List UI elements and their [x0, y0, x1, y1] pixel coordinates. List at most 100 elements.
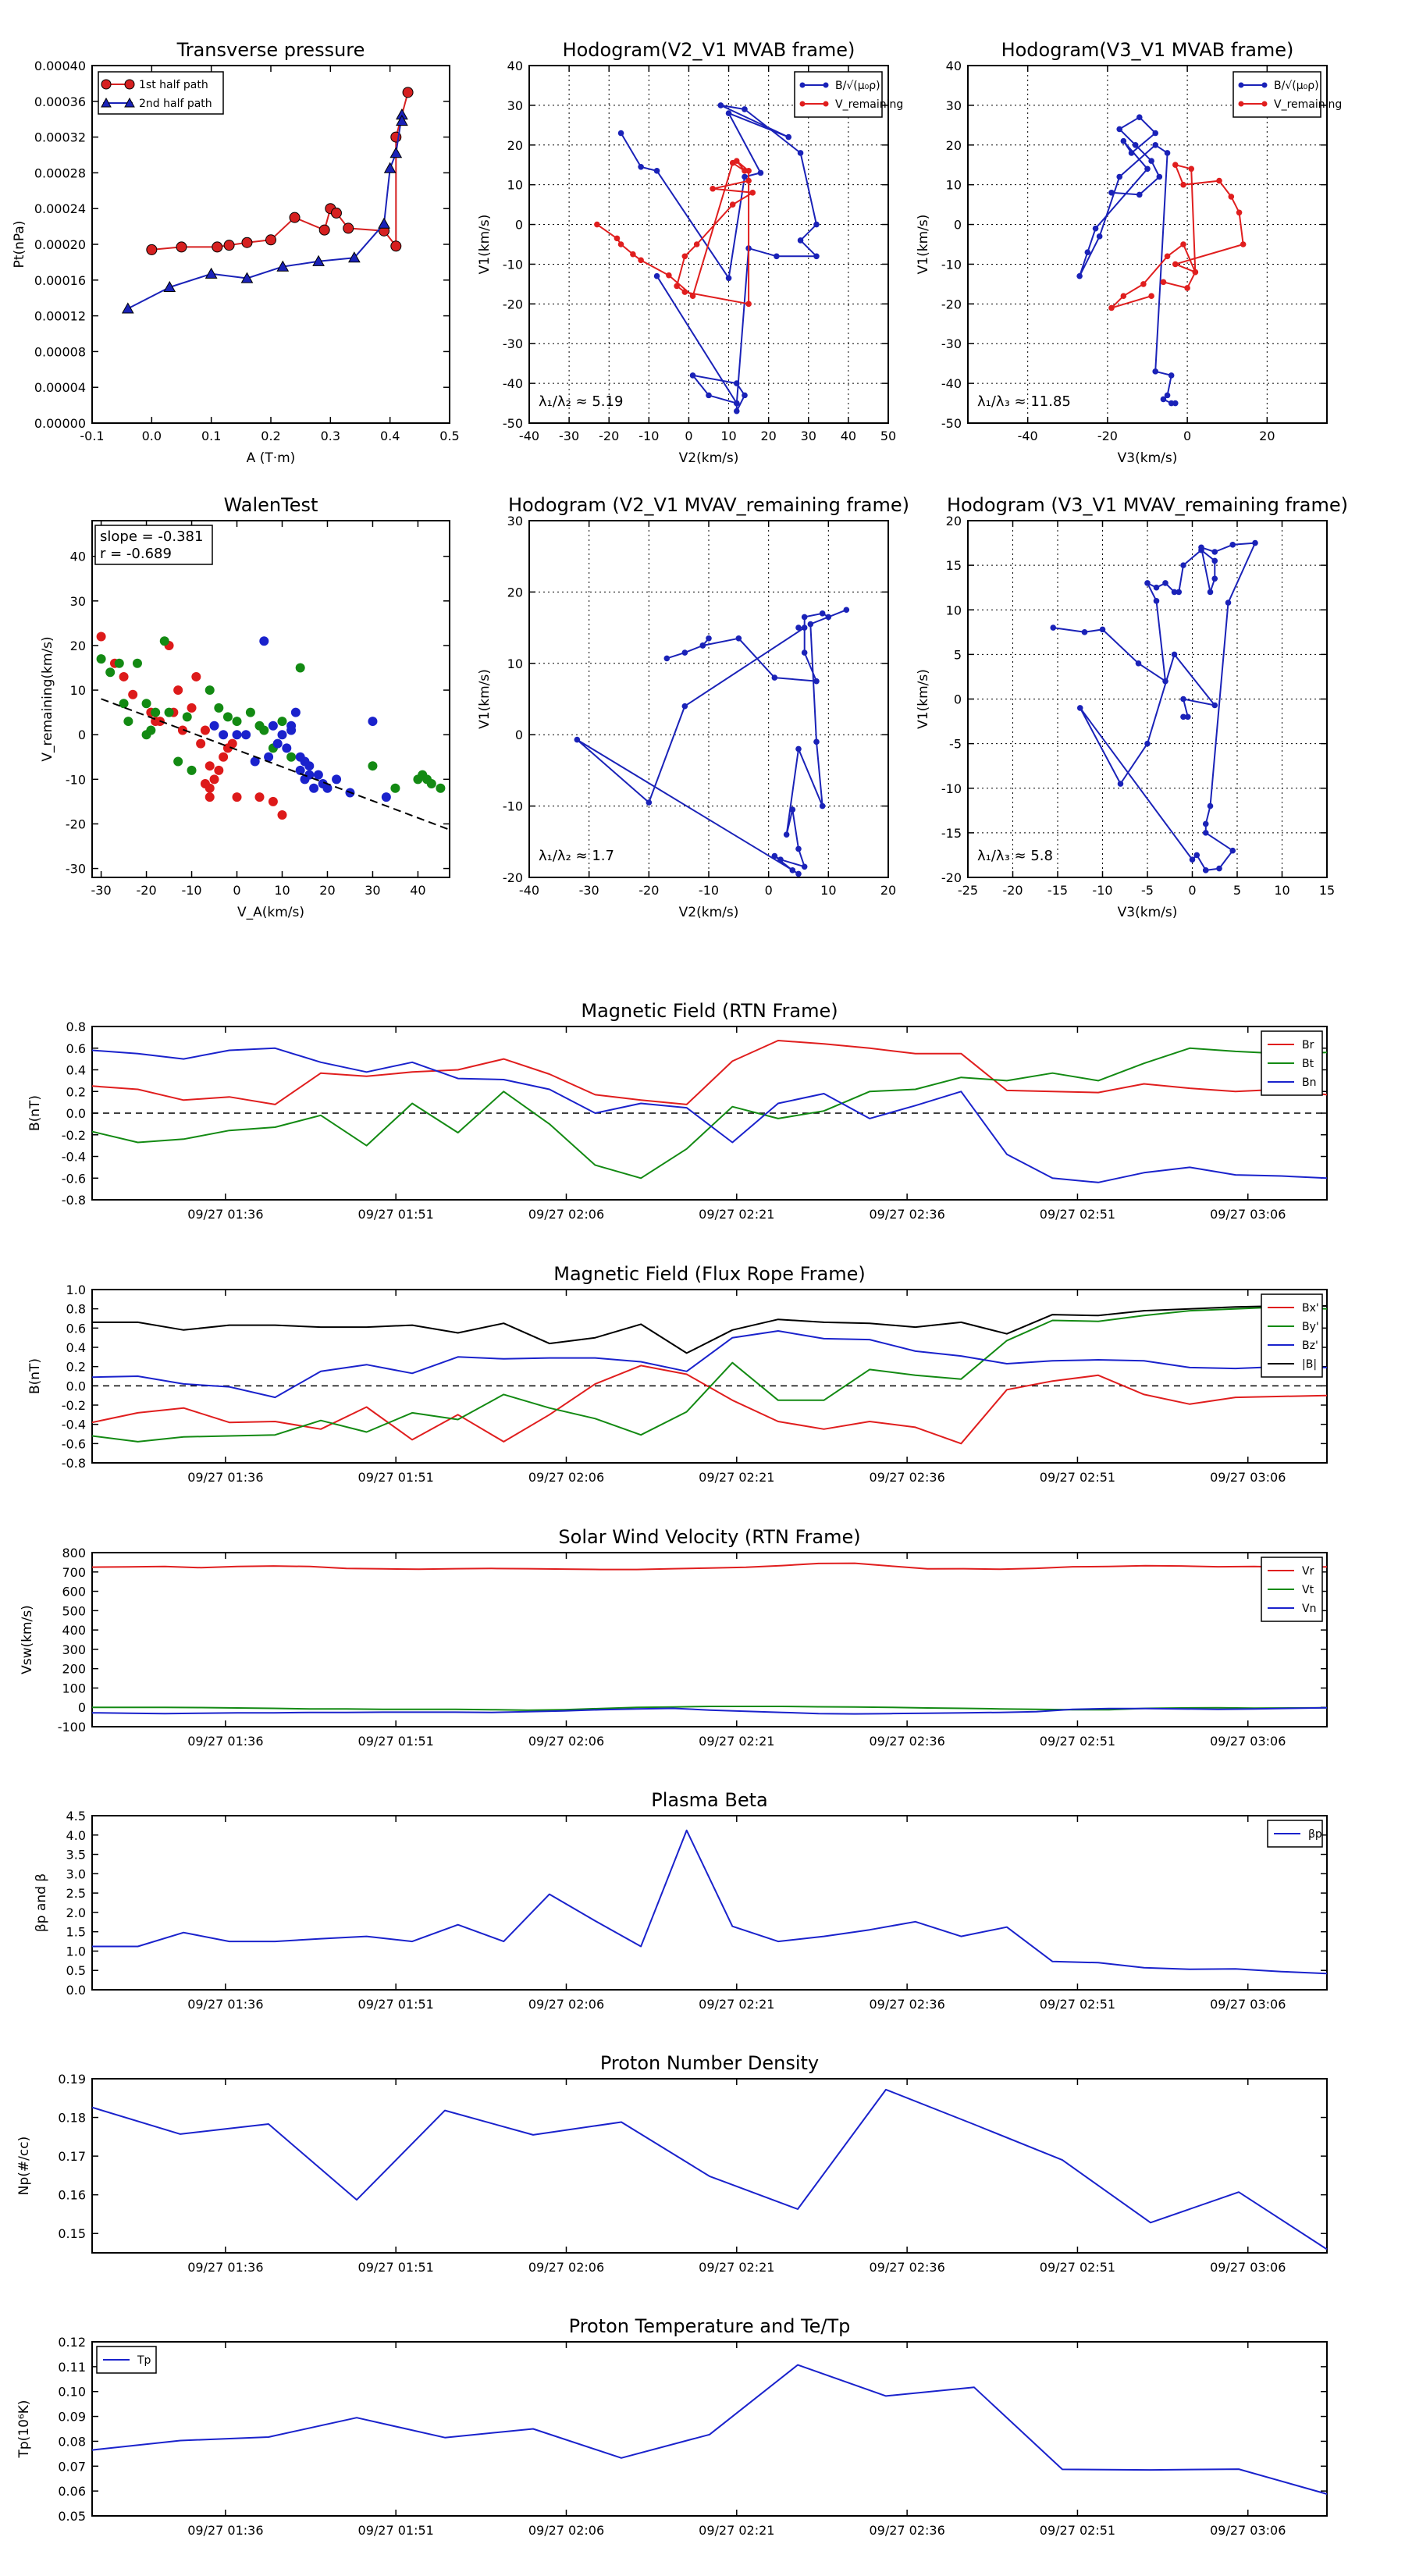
scatter-point: [209, 720, 219, 731]
hodogram-point: [1135, 660, 1142, 667]
hodogram-point: [1252, 539, 1258, 546]
hodogram-point: [699, 642, 706, 649]
y-tick-label: 20: [507, 585, 523, 600]
x-tick-label: 09/27 02:36: [869, 1470, 944, 1485]
x-tick-label: 09/27 02:06: [528, 1997, 604, 2012]
series-line-Bn: [91, 1047, 1328, 1183]
hodogram-point: [1229, 542, 1236, 548]
y-tick-label: 0: [78, 1700, 86, 1715]
scatter-point: [205, 792, 215, 802]
y-tick-label: 20: [507, 138, 523, 153]
scatter-point: [105, 667, 116, 678]
hodogram-point: [1207, 589, 1214, 596]
x-tick-label: 09/27 02:36: [869, 1734, 944, 1749]
scatter-point: [159, 636, 169, 646]
y-tick-label: 0.19: [58, 2072, 86, 2087]
legend-marker: [124, 97, 135, 108]
hodogram-point: [774, 253, 780, 260]
scatter-point: [96, 654, 106, 664]
x-tick-label: 0.1: [201, 429, 221, 443]
transverse-pressure-chart: -0.1 0.0 0.1 0.2 0.3 0.4 0.5 0.00000 0.00004 0.00…: [12, 39, 460, 466]
x-tick-label: 0.2: [261, 429, 280, 443]
x-tick-label: 09/27 02:21: [699, 1207, 774, 1222]
stats-text: r = -0.689: [100, 546, 172, 562]
scatter-point: [232, 792, 242, 802]
scatter-point: [214, 703, 224, 713]
scatter-point: [205, 685, 215, 696]
regression-line: [101, 698, 450, 831]
x-tick-label: 09/27 02:51: [1040, 2260, 1115, 2275]
hodogram-point: [674, 283, 680, 290]
scatter-point: [232, 717, 242, 727]
y-tick-label: 0.0: [66, 1379, 86, 1393]
y-tick-label: 4.5: [66, 1809, 86, 1823]
hodogram-point: [1202, 830, 1209, 836]
x-tick-label: -10: [1092, 883, 1112, 898]
legend-label: Bz': [1302, 1340, 1318, 1352]
hodogram-point: [638, 163, 644, 170]
hodogram-point: [1152, 130, 1159, 137]
time-series-chart-vsw: -100 0 100 200 300 400 500 600 700 800 09/27 01:36…: [20, 1526, 1328, 1749]
hodogram-point: [825, 614, 832, 621]
y-axis-label: βp and β: [34, 1873, 49, 1932]
data-point-triangle: [312, 254, 325, 266]
x-tick-label: 09/27 03:06: [1210, 1997, 1286, 2012]
y-tick-label: 500: [62, 1603, 86, 1618]
hodogram-point: [1136, 114, 1143, 120]
y-tick-label: 0.11: [58, 2360, 86, 2375]
scatter-point: [309, 783, 319, 793]
y-tick-label: 5: [954, 647, 962, 662]
hodogram-point: [801, 649, 808, 656]
hodogram-point: [1180, 696, 1186, 703]
x-tick-label: 09/27 03:06: [1210, 2260, 1286, 2275]
y-axis-label: V_remaining(km/s): [40, 636, 55, 761]
hodogram-point: [783, 831, 790, 838]
hodogram-point: [1202, 820, 1209, 827]
x-tick-label: -20: [599, 429, 619, 443]
x-tick-label: 09/27 02:06: [528, 1470, 604, 1485]
chart-title: Magnetic Field (RTN Frame): [581, 1000, 838, 1022]
y-tick-label: -50: [941, 416, 962, 431]
scatter-point: [272, 738, 283, 749]
y-tick-label: 800: [62, 1546, 86, 1560]
x-tick-label: 0: [765, 883, 773, 898]
hodogram-point: [725, 110, 732, 116]
y-tick-label: -10: [66, 772, 86, 787]
y-tick-label: 40: [70, 550, 86, 564]
hodogram-point: [1084, 249, 1091, 255]
time-series-mag_fr-frame: [91, 1289, 1328, 1464]
scatter-point: [205, 761, 215, 771]
time-series-chart-mag_fr: -0.8 -0.6 -0.4 -0.2 0.0 0.2 0.4 0.6 0.8 1.0 09/27 …: [27, 1263, 1328, 1485]
scatter-point: [173, 756, 183, 767]
x-tick-label: -20: [1002, 883, 1023, 898]
y-tick-label: -0.6: [62, 1436, 86, 1451]
x-tick-label: 50: [880, 429, 896, 443]
scatter-point: [250, 756, 260, 767]
x-tick-label: 09/27 02:21: [699, 2523, 774, 2538]
legend-label: 2nd half path: [139, 98, 212, 110]
x-tick-label: 10: [820, 883, 836, 898]
scatter-point: [332, 774, 342, 785]
scatter-point: [114, 658, 124, 668]
scatter-point: [119, 671, 129, 681]
scatter-point: [182, 712, 192, 722]
y-axis-label: V1(km/s): [477, 669, 493, 729]
scatter-point: [232, 730, 242, 740]
y-tick-label: 1.0: [66, 1283, 86, 1297]
x-tick-label: 10: [720, 429, 736, 443]
scatter-point: [381, 792, 391, 802]
legend-marker: [101, 79, 112, 90]
eigenvalue-ratio: λ₁/λ₃ ≈ 5.8: [977, 848, 1053, 864]
scatter-point: [322, 783, 333, 793]
hodogram-point: [1162, 678, 1168, 685]
hodogram-point: [745, 168, 752, 174]
legend-marker: [1261, 101, 1268, 107]
series-line-main: [91, 2088, 1328, 2250]
hodogram-point: [717, 102, 724, 109]
x-tick-label: -20: [136, 883, 156, 898]
y-tick-label: 0.07: [58, 2459, 86, 2474]
data-point-triangle: [378, 217, 390, 229]
scatter-point: [277, 717, 287, 727]
legend-box: [98, 71, 224, 115]
scatter-point: [96, 632, 106, 642]
